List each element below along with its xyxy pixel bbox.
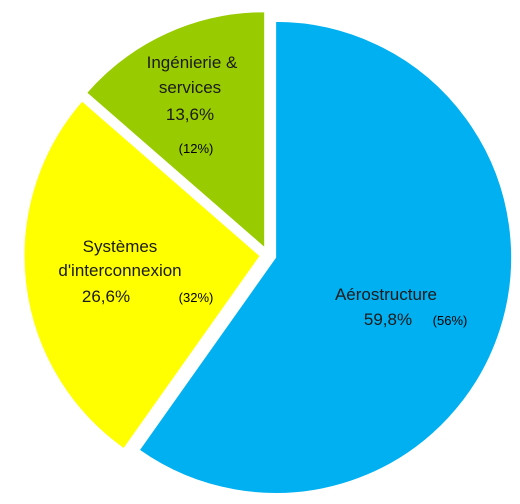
slice-label-aerostructure-name-line-1: Aérostructure [335,285,437,304]
pie-slice-ingenierie [85,11,266,249]
slice-label-interconnexion-note: (32%) [179,290,214,305]
slice-label-aerostructure-note: (56%) [433,313,468,328]
slice-label-aerostructure-value: 59,8% [364,310,412,329]
slice-label-ingenierie-note: (12%) [179,141,214,156]
pie-slice-aerostructure [138,20,513,494]
slice-label-interconnexion-value: 26,6% [82,287,130,306]
labels-layer: Aérostructure 59,8% (56%) Systèmes d'int… [58,53,467,329]
slice-label-ingenierie-value: 13,6% [166,105,214,124]
slices-layer [23,11,513,494]
slice-label-ingenierie-name-line-1: Ingénierie & [147,53,238,72]
slice-label-interconnexion-name-line-1: Systèmes [83,237,158,256]
slice-label-interconnexion-name-line-2: d'interconnexion [58,261,181,280]
pie-slice-interconnexion [23,100,261,450]
slice-label-ingenierie-name-line-2: services [159,78,221,97]
